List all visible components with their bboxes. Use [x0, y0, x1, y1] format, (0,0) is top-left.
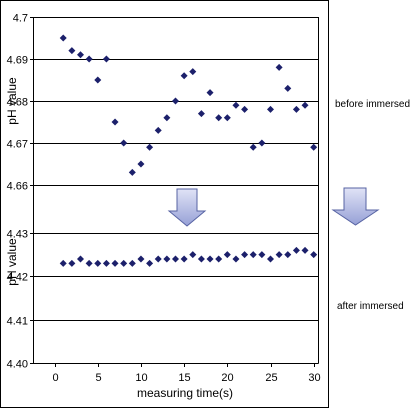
- x-axis-title: measuring time(s): [137, 386, 233, 400]
- x-tick-label: 5: [95, 372, 101, 384]
- y-axis-title-bottom: pH value: [5, 238, 19, 286]
- data-point: [292, 246, 300, 254]
- data-point: [241, 105, 249, 113]
- data-point: [215, 114, 223, 122]
- y-tick-label: 4.41: [7, 316, 28, 328]
- data-point: [120, 139, 128, 147]
- data-point: [249, 251, 257, 259]
- x-tick-label: 0: [52, 372, 58, 384]
- series-label-before: before immersed: [335, 99, 410, 110]
- data-point: [85, 259, 93, 267]
- data-point: [197, 255, 205, 263]
- data-point: [102, 55, 110, 63]
- data-point: [189, 68, 197, 76]
- data-point: [180, 255, 188, 263]
- data-point: [310, 251, 318, 259]
- data-point: [68, 259, 76, 267]
- y-tick-label: 4.43: [7, 229, 28, 241]
- down-arrow-icon: [331, 187, 380, 226]
- data-point: [154, 126, 162, 134]
- y-tick-label: 4.40: [7, 359, 28, 371]
- data-point: [284, 251, 292, 259]
- y-tick-label: 4.66: [7, 181, 28, 193]
- data-points: [59, 34, 318, 267]
- data-point: [267, 105, 274, 113]
- down-arrow-icon: [167, 188, 207, 227]
- data-point: [163, 255, 171, 263]
- data-point: [128, 259, 136, 267]
- data-point: [301, 101, 309, 109]
- data-point: [77, 255, 84, 263]
- data-point: [241, 251, 249, 259]
- data-point: [68, 47, 76, 55]
- data-point: [284, 84, 292, 92]
- y-tick-label: 4.69: [7, 55, 28, 67]
- data-point: [258, 251, 266, 259]
- x-tick-label: 10: [135, 372, 147, 384]
- data-point: [137, 160, 145, 168]
- data-point: [206, 89, 214, 97]
- data-point: [232, 101, 240, 109]
- data-point: [146, 259, 154, 267]
- data-point: [163, 114, 171, 122]
- data-point: [59, 259, 67, 267]
- axis-ticks: 4.7 4.69 4.68 4.67 4.66 4.43 4.42 4.41 4.40 0 5 10 1…: [7, 13, 321, 385]
- x-tick-label: 25: [265, 372, 277, 384]
- y-axis-title-top: pH value: [5, 77, 19, 125]
- data-point: [94, 76, 102, 84]
- data-point: [292, 105, 300, 113]
- data-point: [180, 72, 188, 80]
- data-point: [275, 63, 283, 71]
- data-point: [267, 255, 274, 263]
- data-point: [310, 143, 318, 151]
- data-point: [189, 251, 197, 259]
- data-point: [94, 259, 102, 267]
- data-point: [215, 255, 223, 263]
- data-point: [120, 259, 128, 267]
- data-point: [85, 55, 93, 63]
- data-point: [102, 259, 110, 267]
- data-point: [172, 255, 179, 263]
- x-tick-label: 15: [178, 372, 190, 384]
- data-point: [77, 51, 84, 59]
- plot-area: [33, 17, 318, 363]
- series-label-after: after immersed: [337, 301, 404, 312]
- data-point: [249, 143, 257, 151]
- x-tick-label: 20: [221, 372, 233, 384]
- data-point: [172, 97, 179, 105]
- data-point: [197, 110, 205, 118]
- data-point: [128, 168, 136, 176]
- data-point: [111, 259, 119, 267]
- x-tick-label: 30: [308, 372, 320, 384]
- data-point: [146, 143, 154, 151]
- data-point: [258, 139, 266, 147]
- data-point: [59, 34, 67, 42]
- data-point: [275, 251, 283, 259]
- y-tick-label: 4.42: [7, 272, 28, 284]
- data-point: [301, 246, 309, 254]
- data-point: [232, 255, 240, 263]
- data-point: [223, 114, 231, 122]
- data-point: [137, 255, 145, 263]
- y-tick-label: 4.67: [7, 139, 28, 151]
- data-point: [206, 255, 214, 263]
- data-point: [154, 255, 162, 263]
- y-tick-label: 4.7: [13, 13, 28, 25]
- y-tick-label: 4.68: [7, 97, 28, 109]
- data-point: [111, 118, 119, 126]
- data-point: [223, 251, 231, 259]
